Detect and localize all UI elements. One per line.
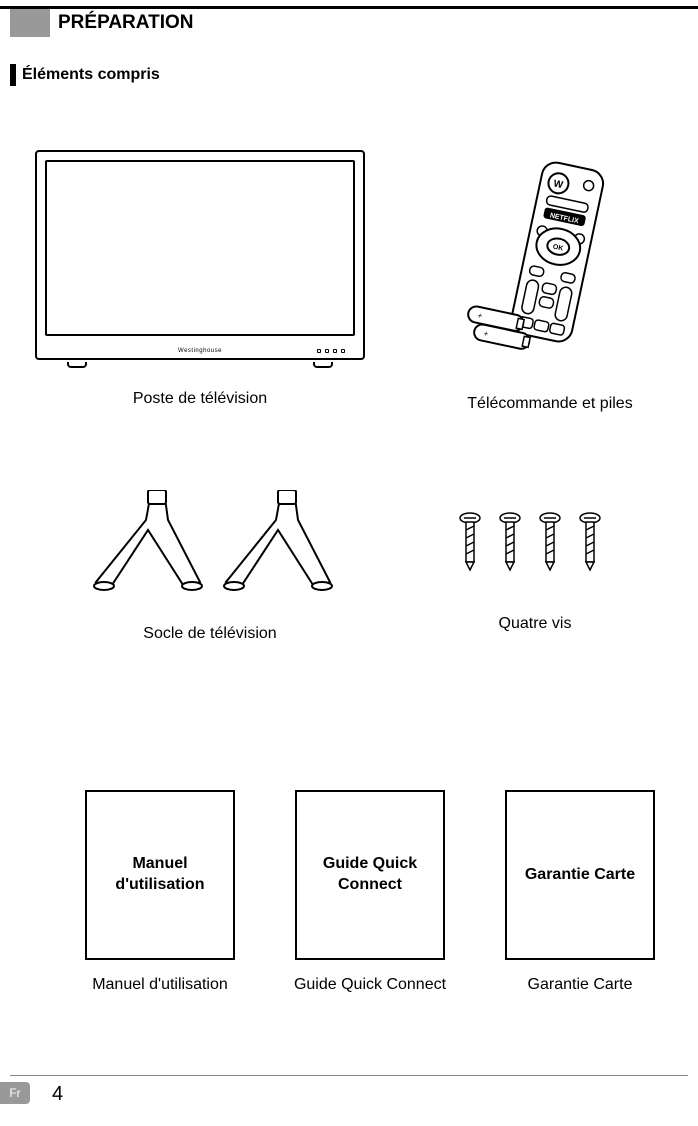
stand-cell: Socle de télévision bbox=[60, 490, 360, 643]
tv-cell: Westinghouse Poste de télévision bbox=[20, 150, 380, 408]
screws-caption: Quatre vis bbox=[420, 615, 650, 633]
warranty-caption: Garantie Carte bbox=[490, 976, 670, 994]
row-tv-remote: Westinghouse Poste de télévision W NETFL… bbox=[0, 150, 698, 410]
page-number: 4 bbox=[52, 1083, 63, 1106]
manual-cell: Manuel d'utilisation Manuel d'utilisatio… bbox=[70, 790, 250, 994]
tv-illustration: Westinghouse bbox=[35, 150, 365, 360]
row-stand-screws: Socle de télévision bbox=[0, 490, 698, 700]
screws-icon bbox=[450, 510, 620, 590]
manual-caption: Manuel d'utilisation bbox=[70, 976, 250, 994]
tv-brand-label: Westinghouse bbox=[178, 348, 222, 354]
tv-caption: Poste de télévision bbox=[20, 390, 380, 408]
stand-icon bbox=[80, 490, 340, 600]
section-subtitle: Éléments compris bbox=[22, 66, 160, 84]
page-title: PRÉPARATION bbox=[58, 12, 193, 34]
remote-caption: Télécommande et piles bbox=[420, 395, 680, 413]
stand-caption: Socle de télévision bbox=[60, 625, 360, 643]
quick-box: Guide Quick Connect bbox=[295, 790, 445, 960]
subtitle-bar bbox=[10, 64, 16, 86]
footer-rule bbox=[10, 1075, 688, 1076]
remote-icon: W NETFLIX OK bbox=[450, 150, 650, 370]
warranty-cell: Garantie Carte Garantie Carte bbox=[490, 790, 670, 994]
warranty-box: Garantie Carte bbox=[505, 790, 655, 960]
title-tab bbox=[10, 9, 50, 37]
manual-box: Manuel d'utilisation bbox=[85, 790, 235, 960]
remote-cell: W NETFLIX OK bbox=[420, 150, 680, 413]
lang-badge: Fr bbox=[0, 1082, 30, 1104]
quick-cell: Guide Quick Connect Guide Quick Connect bbox=[280, 790, 460, 994]
top-rule bbox=[0, 6, 698, 9]
row-docs: Manuel d'utilisation Manuel d'utilisatio… bbox=[0, 790, 698, 1030]
quick-caption: Guide Quick Connect bbox=[280, 976, 460, 994]
screws-cell: Quatre vis bbox=[420, 510, 650, 633]
